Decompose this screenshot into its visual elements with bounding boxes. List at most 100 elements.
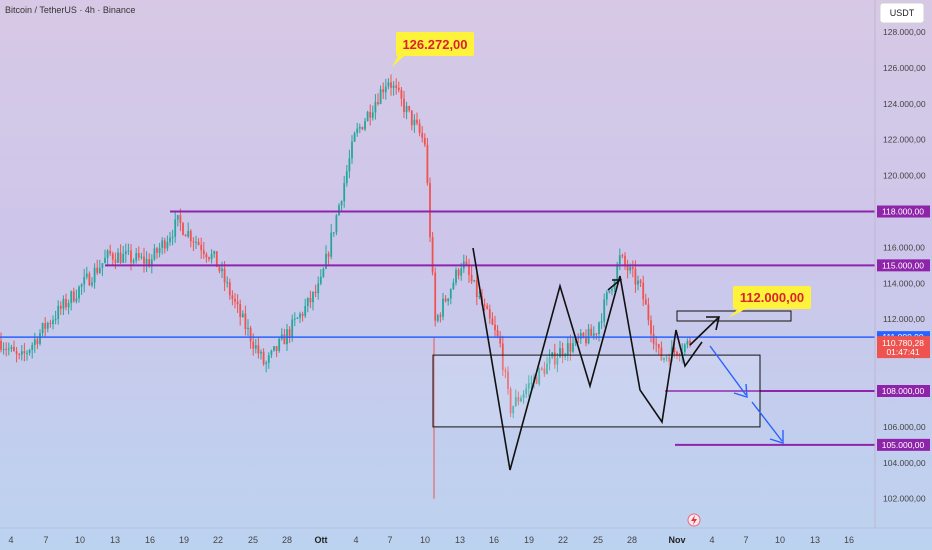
candle — [221, 261, 223, 279]
time-tick-label: 19 — [524, 535, 534, 545]
candle — [78, 285, 80, 303]
candle — [23, 343, 26, 362]
candle — [436, 313, 439, 323]
candle — [210, 249, 213, 264]
candle — [33, 332, 36, 353]
drawings-layer — [432, 247, 792, 471]
candle — [468, 258, 470, 283]
candle — [392, 81, 395, 96]
candle — [228, 278, 231, 300]
target-zone-box[interactable] — [676, 310, 792, 322]
candle — [176, 214, 179, 227]
candle — [455, 267, 457, 286]
candle — [473, 279, 476, 283]
bear-arrow[interactable] — [751, 401, 783, 442]
candle — [299, 311, 301, 323]
time-tick-label: 28 — [282, 535, 292, 545]
candle — [564, 352, 567, 361]
candle — [330, 224, 333, 260]
time-axis[interactable]: 4 7 10 13 16 19 22 25 28 Ott 4 7 10 13 16 19 22 25 28 Nov 4 7… — [8, 535, 854, 545]
candle — [663, 357, 665, 363]
candle — [205, 252, 208, 263]
time-tick-label: 16 — [844, 535, 854, 545]
candle — [234, 293, 236, 309]
candle — [93, 263, 96, 289]
candle — [618, 248, 621, 271]
candle — [187, 222, 190, 239]
candle — [397, 81, 400, 93]
price-tick-label: 128.000,00 — [883, 27, 926, 37]
lightning-icon[interactable] — [687, 513, 701, 527]
svg-text:108.000,00: 108.000,00 — [882, 386, 925, 396]
candle — [431, 231, 434, 276]
candle — [644, 293, 647, 305]
candle — [686, 338, 689, 349]
candle — [494, 315, 496, 338]
candle — [556, 353, 559, 373]
pattern-line[interactable] — [472, 247, 703, 471]
level-tag: 108.000,00 — [877, 385, 930, 397]
time-tick-label: 10 — [75, 535, 85, 545]
price-tick-label: 122.000,00 — [883, 135, 926, 145]
candle — [46, 321, 49, 333]
high-callout: 126.272,00 — [392, 32, 474, 67]
candle — [114, 252, 117, 270]
candle — [509, 386, 512, 418]
candle — [306, 297, 309, 313]
candle — [439, 312, 442, 323]
level-tag: 118.000,00 — [877, 205, 930, 218]
candle — [462, 254, 465, 273]
target-callout-label: 112.000,00 — [740, 290, 804, 305]
candle — [44, 317, 47, 337]
candle — [522, 390, 525, 404]
candle — [655, 335, 658, 353]
candle — [130, 244, 132, 271]
candle — [208, 256, 210, 262]
candle — [236, 294, 239, 313]
bear-arrow[interactable] — [709, 345, 747, 396]
candle — [442, 292, 444, 321]
last-price-label: 110.780,28 — [882, 338, 924, 348]
svg-text:118.000,00: 118.000,00 — [882, 207, 924, 217]
candle — [444, 295, 447, 303]
candle — [572, 336, 574, 354]
bull-arrow[interactable] — [689, 317, 719, 346]
levels-layer — [0, 210, 875, 446]
candle — [83, 268, 86, 293]
bull-arrowhead — [706, 316, 721, 331]
candle — [403, 91, 405, 118]
candle — [538, 367, 541, 387]
price-tick-label: 102.000,00 — [883, 494, 926, 504]
candle — [72, 287, 75, 303]
candle — [2, 342, 5, 355]
candle — [410, 110, 413, 131]
time-tick-label: 7 — [387, 535, 392, 545]
candle — [475, 272, 478, 306]
candle — [75, 289, 78, 304]
candle — [54, 310, 57, 325]
candle — [254, 338, 257, 354]
range-box[interactable] — [432, 354, 761, 428]
candle — [119, 244, 122, 264]
candle — [161, 237, 164, 255]
candle — [637, 275, 639, 291]
currency-button-label: USDT — [890, 8, 915, 18]
candle — [293, 312, 296, 327]
candle — [312, 291, 314, 311]
candle — [122, 245, 125, 264]
candle — [553, 343, 556, 369]
time-tick-label: 25 — [248, 535, 258, 545]
candle — [309, 290, 312, 309]
candle — [335, 214, 338, 236]
candle — [340, 200, 343, 211]
candle — [353, 131, 356, 143]
candle — [343, 175, 346, 208]
candle — [369, 104, 372, 126]
candle — [447, 298, 450, 306]
currency-button[interactable]: USDT — [879, 2, 925, 24]
candle — [226, 276, 229, 288]
candle — [273, 346, 275, 352]
candle — [626, 259, 629, 279]
